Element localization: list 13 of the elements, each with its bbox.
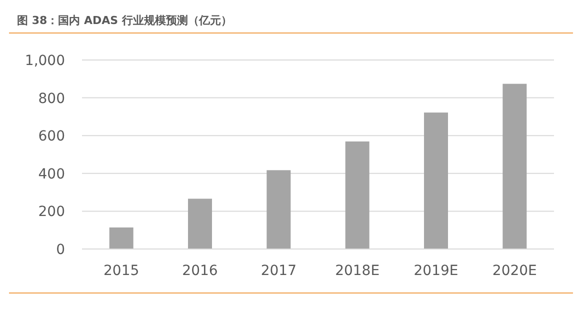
xtick: 2015: [104, 263, 140, 279]
ytick: 0: [56, 242, 65, 258]
ytick: 800: [38, 90, 65, 107]
ytick: 1,000: [24, 53, 65, 69]
xtick: 2019E: [414, 263, 458, 279]
ytick: 600: [38, 128, 65, 145]
xtick: 2017: [260, 263, 296, 279]
xtick: 2018E: [335, 263, 380, 279]
ytick: 400: [38, 166, 65, 182]
title: 图 38：国内 ADAS 行业规模预测（亿元）: [17, 14, 232, 27]
ytick: 200: [38, 204, 65, 220]
xtick: 2016: [182, 263, 218, 279]
xtick: 2020E: [492, 263, 537, 279]
